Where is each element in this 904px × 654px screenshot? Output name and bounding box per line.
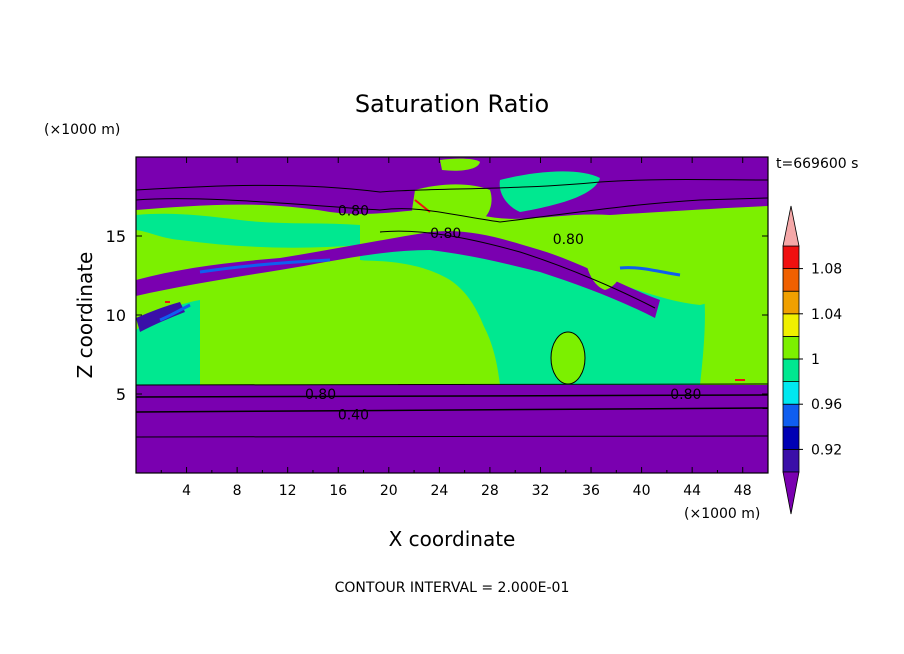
colorbar: 0.92 0.96 1 1.04 1.08	[782, 205, 842, 515]
x-tick-label: 16	[329, 483, 347, 499]
colorbar-segment	[782, 245, 800, 270]
colorbar-segment	[782, 313, 800, 337]
x-axis-label: X coordinate	[389, 527, 516, 551]
colorbar-segment	[782, 290, 800, 315]
y-tick-label: 15	[106, 227, 126, 246]
field-band-green-lower	[200, 260, 500, 385]
contour-label: 0.40	[338, 408, 369, 424]
y-tick-label: 5	[116, 385, 126, 404]
x-tick-label: 44	[683, 483, 701, 499]
colorbar-segment	[782, 268, 800, 292]
colorbar-segment	[782, 335, 800, 360]
x-tick-label: 4	[182, 483, 191, 499]
contour-label: 0.80	[430, 226, 461, 242]
field-lower-layer	[136, 385, 768, 473]
y-unit-label: (×1000 m)	[44, 122, 120, 138]
contour-labels: 0.800.80 0.800.80 0.800.40	[305, 204, 701, 424]
field-speckle-blue	[159, 258, 681, 322]
y-axis-label: Z coordinate	[73, 252, 97, 379]
field-band-dark-left	[136, 302, 185, 332]
contour-label: 0.80	[338, 204, 369, 220]
field-right-green	[700, 250, 768, 385]
contour-lines	[136, 179, 768, 438]
x-tick-label: 32	[532, 483, 550, 499]
field-patch-top-teal	[499, 171, 600, 212]
field-bubble-top-small	[440, 158, 480, 171]
x-unit-label: (×1000 m)	[684, 506, 760, 522]
x-tick-label: 48	[734, 483, 752, 499]
x-tick-label: 20	[380, 483, 398, 499]
colorbar-segment	[782, 358, 800, 383]
field-bubble-top	[412, 184, 492, 228]
contour-label: 0.80	[553, 232, 584, 248]
contour-label: 0.80	[305, 387, 336, 403]
colorbar-under-triangle	[782, 471, 800, 515]
x-tick-label: 8	[233, 483, 242, 499]
x-tick-label: 36	[582, 483, 600, 499]
field-band-dark	[136, 231, 660, 318]
colorbar-segment	[782, 403, 800, 428]
contour-interval-label: CONTOUR INTERVAL = 2.000E-01	[335, 580, 570, 596]
colorbar-segment	[782, 381, 800, 405]
colorbar-tick-label: 1	[811, 352, 820, 368]
x-tick-label: 40	[633, 483, 651, 499]
field-right-green-2	[584, 233, 626, 290]
contour-label: 0.80	[670, 387, 701, 403]
colorbar-tick-label: 1.04	[811, 307, 842, 323]
colorbar-tick-label: 0.96	[811, 397, 842, 413]
x-tick-label: 12	[279, 483, 297, 499]
x-tick-label: 28	[481, 483, 499, 499]
colorbar-tick-label: 0.92	[811, 442, 842, 458]
contour-field	[136, 157, 768, 473]
y-axis: 5 10 15	[106, 227, 768, 404]
x-axis: 4 8 12 16 20 24 28 32 36 40 44 48	[160, 157, 752, 499]
colorbar-segment	[782, 448, 800, 473]
chart-title: Saturation Ratio	[355, 90, 549, 118]
field-bubble-mid	[551, 332, 585, 384]
colorbar-segment	[782, 426, 800, 450]
colorbar-tick-label: 1.08	[811, 262, 842, 278]
colorbar-over-triangle	[782, 205, 800, 247]
x-tick-label: 24	[430, 483, 448, 499]
field-band-teal-top	[136, 213, 360, 248]
time-label: t=669600 s	[776, 156, 858, 172]
y-tick-label: 10	[106, 306, 126, 325]
